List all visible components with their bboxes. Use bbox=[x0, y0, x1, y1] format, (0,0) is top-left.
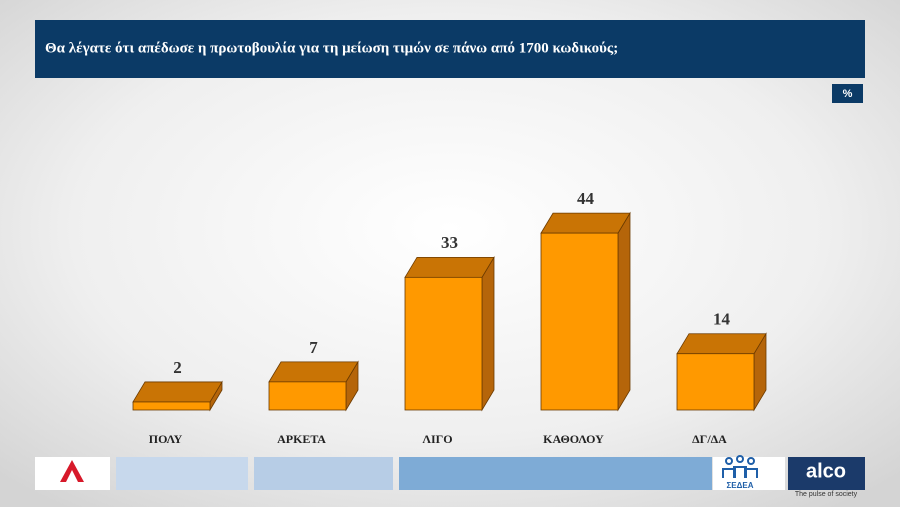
partner-name: ΣΕΔΕΑ bbox=[727, 481, 754, 490]
footer-band bbox=[399, 457, 712, 490]
bar-top bbox=[132, 381, 223, 403]
value-label: 7 bbox=[309, 338, 318, 357]
brand-box bbox=[788, 457, 865, 490]
chart-title: Θα λέγατε ότι απέδωσε η πρωτοβουλία για … bbox=[45, 40, 618, 56]
bar bbox=[540, 232, 619, 411]
value-label: 2 bbox=[173, 358, 182, 377]
category-label: ΠΟΛΥ bbox=[149, 432, 183, 446]
bar bbox=[404, 276, 483, 411]
brand-name: alco bbox=[806, 460, 846, 482]
bar bbox=[268, 381, 347, 411]
footer-band bbox=[254, 457, 393, 490]
category-label: ΔΓ/ΔΑ bbox=[692, 432, 727, 446]
footer-band bbox=[116, 457, 248, 490]
bar-side bbox=[481, 255, 495, 412]
unit-box bbox=[832, 84, 863, 103]
brand-tagline: The pulse of society bbox=[795, 491, 858, 498]
title-banner bbox=[35, 20, 865, 78]
bar-side bbox=[617, 211, 631, 412]
alpha-logo bbox=[60, 460, 84, 482]
bar bbox=[676, 353, 755, 411]
bar-top bbox=[540, 212, 631, 234]
bar-top bbox=[268, 361, 359, 383]
value-label: 33 bbox=[441, 233, 458, 252]
value-label: 14 bbox=[713, 310, 731, 329]
value-label: 44 bbox=[577, 189, 595, 208]
bar-top bbox=[404, 256, 495, 278]
bar bbox=[132, 401, 211, 411]
category-label: ΑΡΚΕΤΑ bbox=[277, 432, 326, 446]
category-label: ΚΑΘΟΛΟΥ bbox=[543, 432, 604, 446]
bar-top bbox=[676, 333, 767, 355]
category-label: ΛΙΓΟ bbox=[422, 432, 452, 446]
partner-icon bbox=[722, 455, 758, 478]
unit-label: % bbox=[843, 88, 853, 100]
